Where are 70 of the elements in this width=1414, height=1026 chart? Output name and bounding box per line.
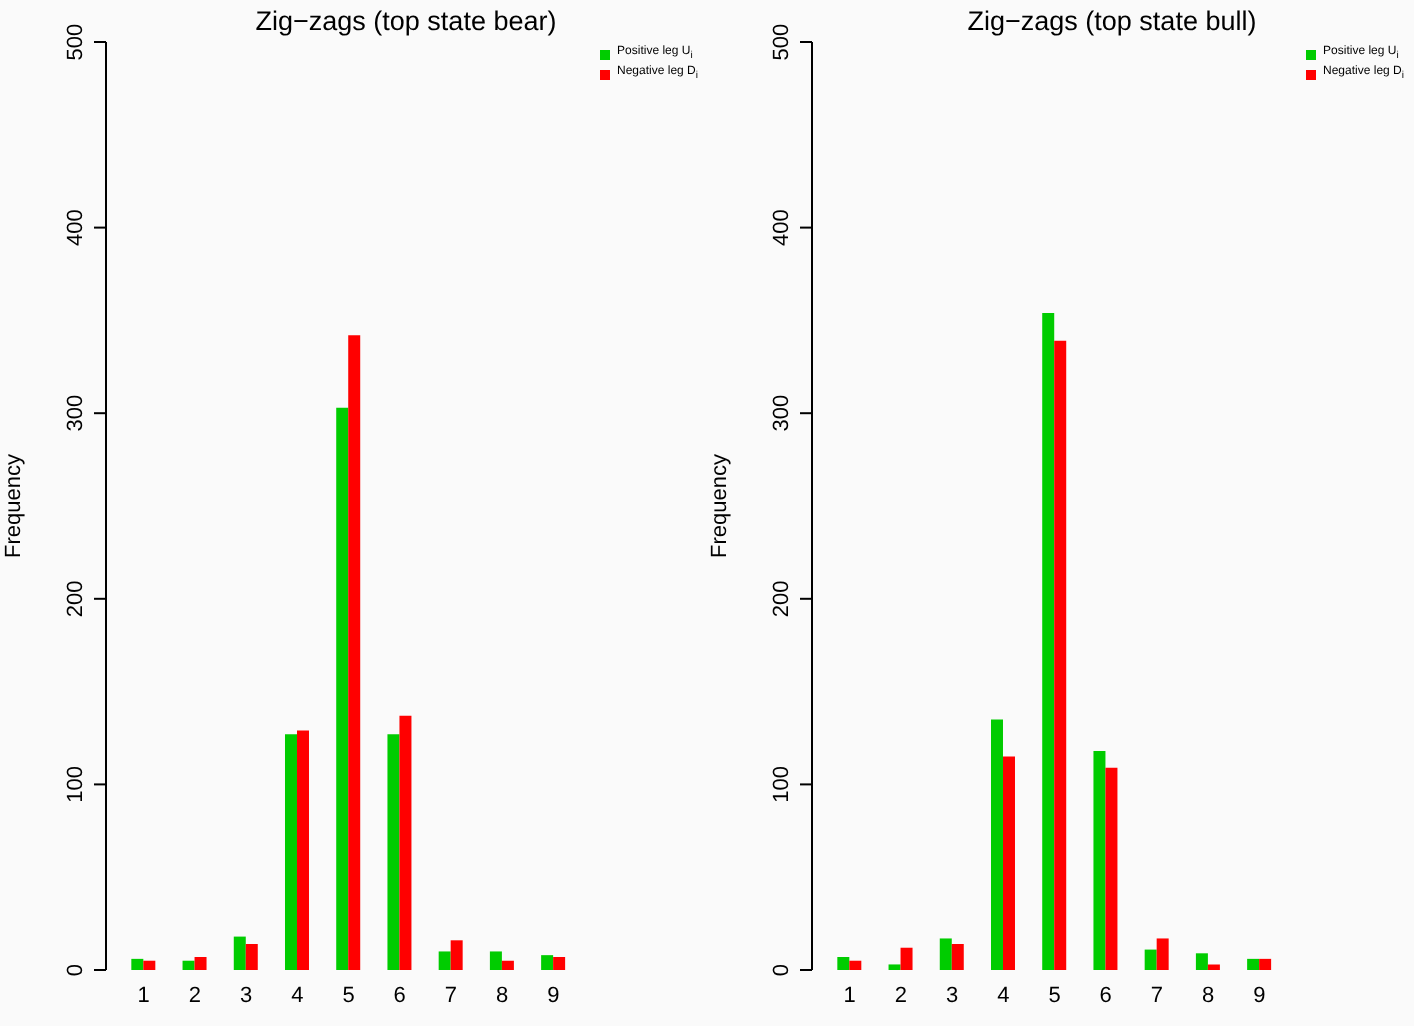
x-tick-label: 1 (137, 983, 150, 1008)
bar (336, 407, 349, 970)
x-tick-label: 3 (945, 983, 959, 1008)
bar (387, 734, 400, 970)
bar (1105, 767, 1118, 970)
bar (182, 960, 195, 970)
y-tick-label: 100 (770, 766, 794, 803)
bar (1144, 949, 1157, 970)
bar (438, 951, 451, 970)
bar (1054, 340, 1067, 970)
bar (297, 730, 309, 970)
bar (849, 960, 862, 970)
bar (1247, 958, 1260, 970)
y-axis-title: Frequency (1, 453, 26, 558)
y-tick-label: 100 (64, 766, 88, 803)
x-tick-label: 2 (894, 983, 907, 1008)
bar (1093, 750, 1106, 970)
bar (1156, 938, 1169, 970)
bar (245, 944, 258, 970)
bar (1042, 312, 1055, 970)
y-tick-label: 200 (770, 580, 794, 618)
bar (1003, 756, 1015, 970)
bar (233, 936, 246, 970)
bar (143, 960, 156, 970)
bar (900, 947, 913, 970)
bar (541, 955, 554, 970)
x-tick-label: 6 (393, 983, 406, 1008)
y-tick-label: 300 (770, 394, 794, 432)
y-tick-label: 0 (770, 963, 794, 977)
bar (888, 964, 901, 970)
y-tick-label: 0 (64, 963, 88, 977)
x-tick-label: 8 (496, 983, 509, 1008)
x-tick-label: 4 (997, 983, 1010, 1008)
bar (450, 940, 463, 970)
y-tick-label: 400 (770, 209, 794, 246)
y-tick-label: 300 (64, 394, 88, 432)
bar (991, 719, 1003, 970)
x-tick-label: 5 (1048, 983, 1061, 1008)
bar (348, 335, 361, 970)
bar (399, 715, 412, 970)
x-tick-label: 6 (1099, 983, 1112, 1008)
bar (489, 951, 502, 970)
bar (553, 957, 566, 970)
x-tick-label: 4 (291, 983, 304, 1008)
x-tick-label: 7 (444, 983, 458, 1008)
chart-title: Zig−zags (top state bull) (965, 6, 1259, 36)
bar (194, 957, 207, 970)
y-axis-title: Frequency (707, 453, 732, 558)
bar (1195, 953, 1208, 970)
bar (131, 958, 144, 970)
x-tick-label: 7 (1150, 983, 1164, 1008)
bar (837, 957, 850, 970)
x-tick-label: 3 (239, 983, 253, 1008)
x-tick-label: 9 (547, 983, 560, 1008)
bar (285, 734, 297, 970)
bar (1259, 958, 1272, 970)
y-tick-label: 500 (770, 23, 794, 61)
y-tick-label: 200 (64, 580, 88, 618)
bar (939, 938, 952, 970)
x-tick-label: 5 (342, 983, 355, 1008)
bar (951, 944, 964, 970)
y-tick-label: 500 (64, 23, 88, 61)
bar (1207, 964, 1220, 970)
x-tick-label: 9 (1253, 983, 1266, 1008)
x-tick-label: 2 (188, 983, 201, 1008)
chart-title: Zig−zags (top state bear) (253, 6, 559, 36)
x-tick-label: 8 (1202, 983, 1215, 1008)
bar (501, 960, 514, 970)
x-tick-label: 1 (843, 983, 856, 1008)
y-tick-label: 400 (64, 209, 88, 246)
